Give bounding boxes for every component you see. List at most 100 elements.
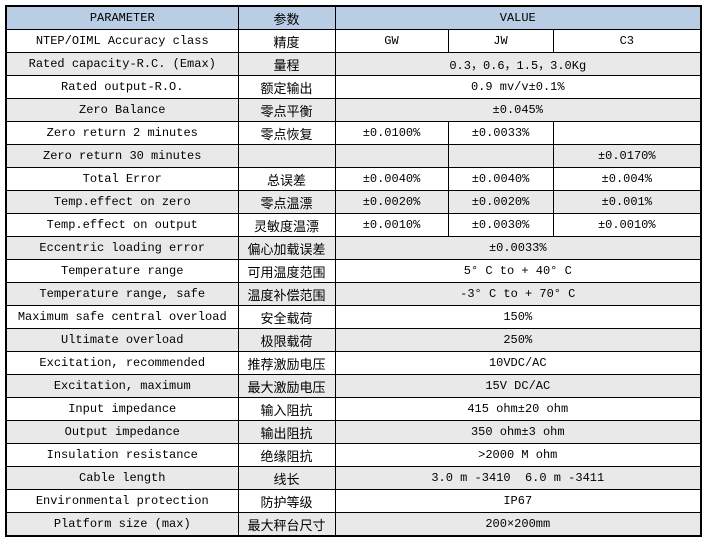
cn-cell: 零点平衡 [237,98,336,122]
value-cell: 150% [334,305,702,329]
cn-cell: 最大激励电压 [237,374,336,398]
param-cell: Output impedance [5,420,239,444]
param-cell: Temperature range, safe [5,282,239,306]
value-cell-jw: ±0.0030% [447,213,554,237]
value-cell: 10VDC/AC [334,351,702,375]
value-cell: IP67 [334,489,702,513]
header-value: VALUE [334,5,702,30]
cn-cell: 温度补偿范围 [237,282,336,306]
value-cell: 5° C to + 40° C [334,259,702,283]
table-row: Temperature range 可用温度范围 5° C to + 40° C [5,259,702,283]
table-row: Temp.effect on output 灵敏度温漂 ±0.0010% ±0.… [5,213,702,237]
value-cell-gw: ±0.0040% [334,167,449,191]
table-row: Cable length 线长 3.0 m -3410 6.0 m -3411 [5,466,702,490]
value-cell: 415 ohm±20 ohm [334,397,702,421]
value-cell-c3: ±0.0170% [552,144,702,168]
header-cn: 参数 [237,5,336,30]
cn-cell: 线长 [237,466,336,490]
cn-cell: 总误差 [237,167,336,191]
spec-table: PARAMETER 参数 VALUE NTEP/OIML Accuracy cl… [5,5,703,537]
cn-cell: 最大秤台尺寸 [237,512,336,537]
param-cell: Environmental protection [5,489,239,513]
table-row: Temp.effect on zero 零点温漂 ±0.0020% ±0.002… [5,190,702,214]
value-cell: 350 ohm±3 ohm [334,420,702,444]
cn-cell: 输入阻抗 [237,397,336,421]
header-row: PARAMETER 参数 VALUE [5,5,702,30]
value-cell-c3: ±0.001% [552,190,702,214]
value-cell-jw: ±0.0040% [447,167,554,191]
value-cell-jw: ±0.0020% [447,190,554,214]
param-cell: Maximum safe central overload [5,305,239,329]
cn-cell: 推荐激励电压 [237,351,336,375]
param-cell: Ultimate overload [5,328,239,352]
cn-cell: 绝缘阻抗 [237,443,336,467]
param-cell: Temperature range [5,259,239,283]
param-cell: Platform size (max) [5,512,239,537]
cn-cell: 额定输出 [237,75,336,99]
param-cell: Zero return 2 minutes [5,121,239,145]
table-row: Ultimate overload 极限载荷 250% [5,328,702,352]
header-parameter: PARAMETER [5,5,239,30]
table-row: Total Error 总误差 ±0.0040% ±0.0040% ±0.004… [5,167,702,191]
table-row: Insulation resistance 绝缘阻抗 >2000 M ohm [5,443,702,467]
value-cell-gw: GW [334,29,449,53]
value-cell-jw: ±0.0033% [447,121,554,145]
cn-cell: 灵敏度温漂 [237,213,336,237]
table-row: Eccentric loading error 偏心加载误差 ±0.0033% [5,236,702,260]
value-cell: 0.9 mv/v±0.1% [334,75,702,99]
table-row: Environmental protection 防护等级 IP67 [5,489,702,513]
value-cell: -3° C to + 70° C [334,282,702,306]
cn-cell: 输出阻抗 [237,420,336,444]
cn-cell: 防护等级 [237,489,336,513]
value-cell-gw [334,144,449,168]
value-cell-c3: ±0.004% [552,167,702,191]
param-cell: Zero return 30 minutes [5,144,239,168]
param-cell: NTEP/OIML Accuracy class [5,29,239,53]
value-cell: 15V DC/AC [334,374,702,398]
cn-cell: 安全载荷 [237,305,336,329]
param-cell: Excitation, maximum [5,374,239,398]
table-row: NTEP/OIML Accuracy class 精度 GW JW C3 [5,29,702,53]
value-cell-gw: ±0.0100% [334,121,449,145]
cn-cell: 零点温漂 [237,190,336,214]
table-row: Excitation, maximum 最大激励电压 15V DC/AC [5,374,702,398]
value-cell: >2000 M ohm [334,443,702,467]
value-cell-c3: C3 [552,29,702,53]
param-cell: Excitation, recommended [5,351,239,375]
param-cell: Rated output-R.O. [5,75,239,99]
value-cell: 250% [334,328,702,352]
table-row: Excitation, recommended 推荐激励电压 10VDC/AC [5,351,702,375]
param-cell: Temp.effect on zero [5,190,239,214]
param-cell: Rated capacity-R.C. (Emax) [5,52,239,76]
param-cell: Input impedance [5,397,239,421]
cn-cell: 精度 [237,29,336,53]
table-row: Output impedance 输出阻抗 350 ohm±3 ohm [5,420,702,444]
value-cell-jw: JW [447,29,554,53]
cn-cell: 可用温度范围 [237,259,336,283]
cn-cell: 偏心加载误差 [237,236,336,260]
table-row: Platform size (max) 最大秤台尺寸 200×200mm [5,512,702,537]
value-cell-c3: ±0.0010% [552,213,702,237]
value-cell: ±0.045% [334,98,702,122]
param-cell: Cable length [5,466,239,490]
value-cell: 0.3，0.6，1.5，3.0Kg [334,52,702,76]
param-cell: Total Error [5,167,239,191]
table-row: Zero return 30 minutes ±0.0170% [5,144,702,168]
value-cell: 3.0 m -3410 6.0 m -3411 [334,466,702,490]
value-cell: ±0.0033% [334,236,702,260]
table-row: Input impedance 输入阻抗 415 ohm±20 ohm [5,397,702,421]
cn-cell: 量程 [237,52,336,76]
value-cell-jw [447,144,554,168]
table-row: Zero Balance 零点平衡 ±0.045% [5,98,702,122]
table-row: Rated output-R.O. 额定输出 0.9 mv/v±0.1% [5,75,702,99]
table-row: Temperature range, safe 温度补偿范围 -3° C to … [5,282,702,306]
cn-cell [237,144,336,168]
param-cell: Zero Balance [5,98,239,122]
value-cell-gw: ±0.0010% [334,213,449,237]
value-cell-c3 [552,121,702,145]
cn-cell: 极限载荷 [237,328,336,352]
value-cell-gw: ±0.0020% [334,190,449,214]
value-cell: 200×200mm [334,512,702,537]
cn-cell: 零点恢复 [237,121,336,145]
